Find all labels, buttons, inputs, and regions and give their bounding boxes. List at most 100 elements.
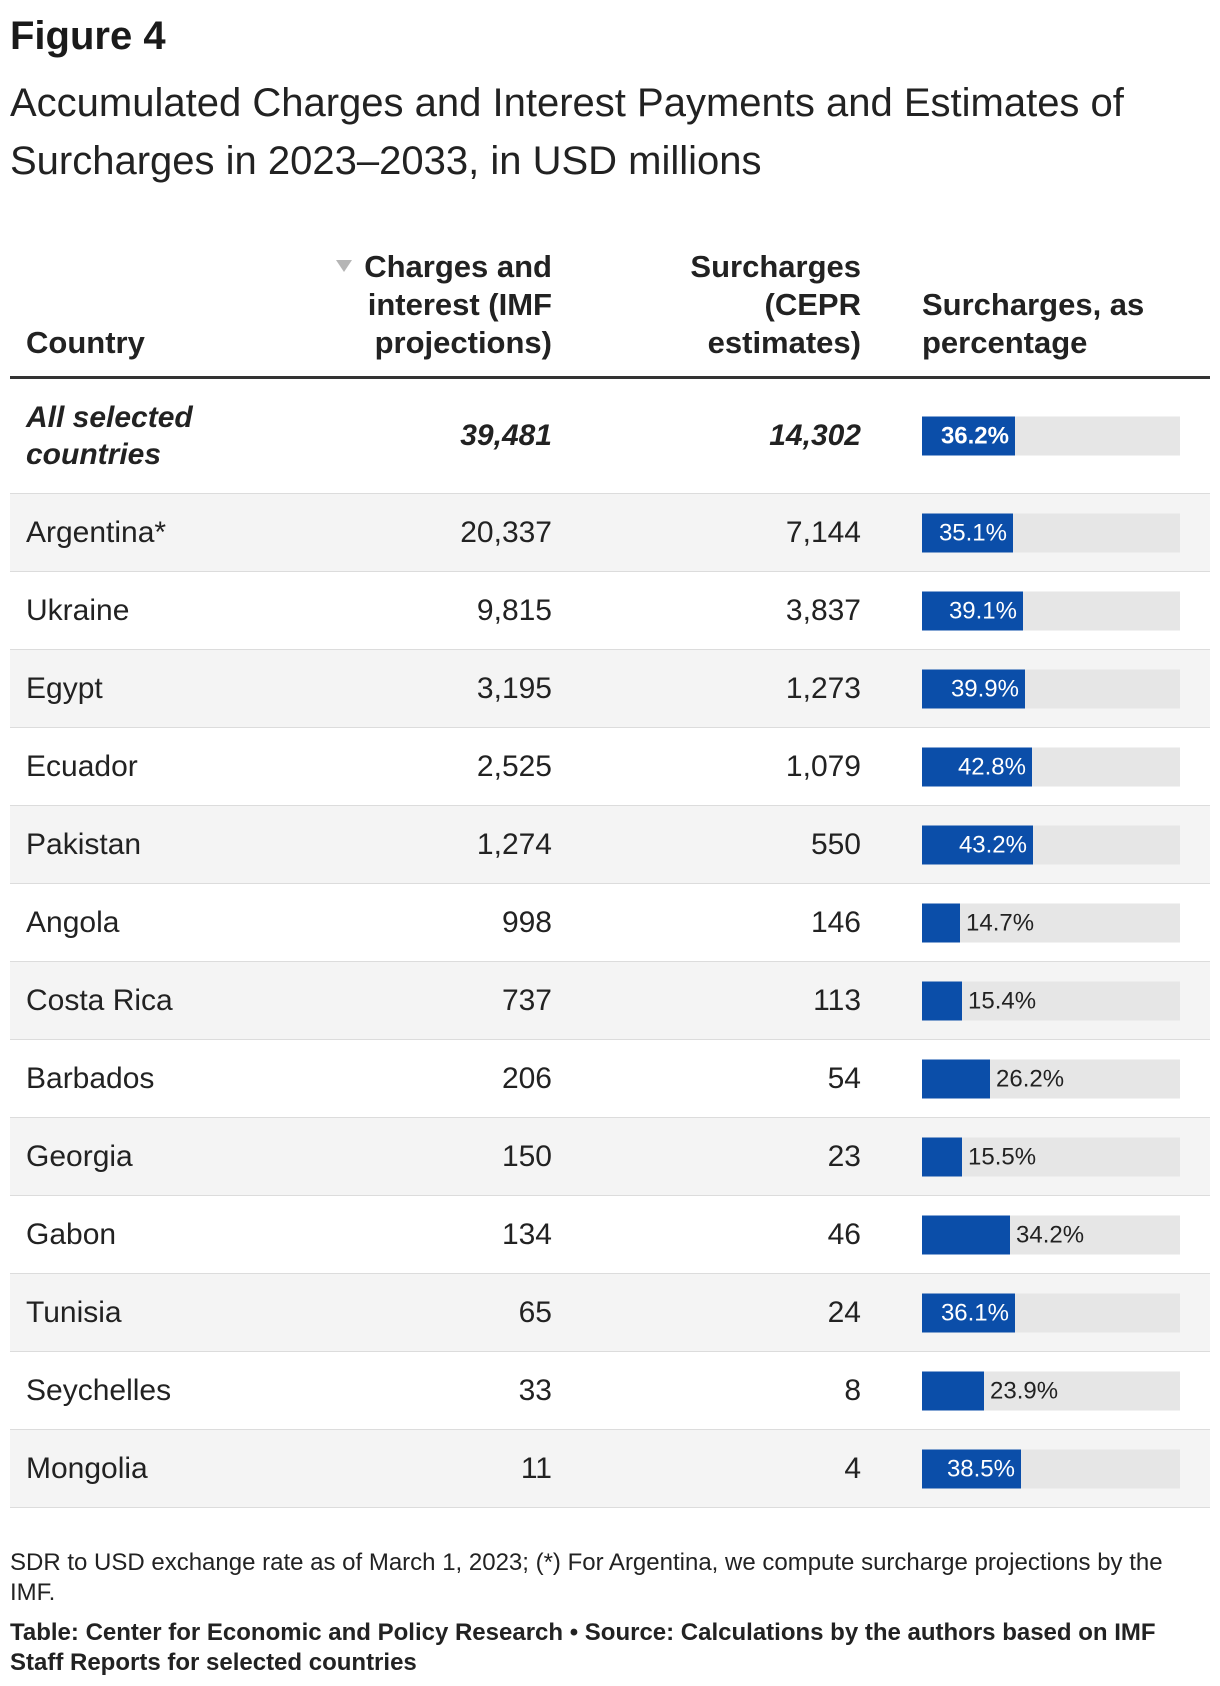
- country-cell: Pakistan: [26, 827, 142, 861]
- country-cell: Ukraine: [26, 593, 130, 627]
- table-row: Tunisia 65 24 36.1%: [10, 1274, 1210, 1352]
- chart-title: Accumulated Charges and Interest Payment…: [10, 81, 1124, 183]
- surcharges-cell: 113: [813, 983, 861, 1017]
- charges-cell: 9,815: [476, 593, 552, 627]
- column-header-surcharges[interactable]: Surcharges (CEPR estimates): [690, 249, 861, 360]
- percentage-bar: [922, 591, 1023, 630]
- table-row: Seychelles 33 8 23.9%: [10, 1352, 1210, 1430]
- percentage-label: 36.2%: [940, 422, 1009, 450]
- column-header-charges-label: Charges and interest (IMF projections): [364, 249, 552, 360]
- surcharges-cell: 4: [844, 1451, 861, 1485]
- percentage-bar: [922, 416, 1015, 456]
- percentage-label: 15.4%: [968, 987, 1037, 1014]
- percentage-label: 26.2%: [996, 1065, 1065, 1092]
- percentage-bar-track: 15.4%: [922, 981, 1180, 1020]
- percentage-bar: [922, 1059, 990, 1098]
- percentage-label: 34.2%: [1016, 1221, 1085, 1248]
- surcharges-cell: 8: [844, 1373, 861, 1407]
- surcharges-cell: 1,273: [785, 671, 861, 705]
- percentage-bar-track: 38.5%: [922, 1449, 1180, 1488]
- percentage-bar-track: 39.9%: [922, 669, 1180, 708]
- country-cell: Egypt: [26, 671, 103, 705]
- percentage-bar: [922, 981, 962, 1020]
- table-row: Barbados 206 54 26.2%: [10, 1040, 1210, 1118]
- percentage-bar-track: 26.2%: [922, 1059, 1180, 1098]
- percentage-bar-track: 36.2%: [922, 416, 1180, 456]
- surcharges-cell: 46: [827, 1217, 861, 1251]
- country-cell: Costa Rica: [26, 983, 173, 1017]
- column-header-percentage[interactable]: Surcharges, as percentage: [922, 287, 1145, 360]
- percentage-bar: [922, 1137, 962, 1176]
- percentage-bar: [922, 1449, 1021, 1488]
- column-header-country[interactable]: Country: [26, 325, 145, 360]
- charges-cell: 65: [518, 1295, 552, 1329]
- surcharges-cell: 23: [827, 1139, 861, 1173]
- percentage-bar: [922, 747, 1032, 786]
- percentage-bar: [922, 669, 1025, 708]
- percentage-label: 39.9%: [950, 675, 1019, 702]
- charges-cell: 1,274: [476, 827, 552, 861]
- table-row: Argentina* 20,337 7,144 35.1%: [10, 494, 1210, 572]
- table-header: Country Charges and interest (IMF projec…: [10, 244, 1210, 379]
- charges-cell: 33: [518, 1373, 552, 1407]
- charges-cell: 150: [501, 1139, 552, 1173]
- table-row: Georgia 150 23 15.5%: [10, 1118, 1210, 1196]
- table-row: Ukraine 9,815 3,837 39.1%: [10, 572, 1210, 650]
- surcharges-cell: 14,302: [769, 419, 861, 452]
- percentage-bar-track: 36.1%: [922, 1293, 1180, 1332]
- table-row: Gabon 134 46 34.2%: [10, 1196, 1210, 1274]
- percentage-bar: [922, 825, 1033, 864]
- country-cell: Tunisia: [26, 1295, 122, 1329]
- total-row: All selected countries 39,481 14,302 36.2%: [10, 379, 1210, 494]
- country-cell: All selected countries: [26, 401, 193, 471]
- data-table: Country Charges and interest (IMF projec…: [10, 244, 1210, 1508]
- percentage-label: 39.1%: [948, 597, 1017, 624]
- percentage-label: 38.5%: [946, 1455, 1015, 1482]
- country-cell: Georgia: [26, 1139, 133, 1173]
- charges-cell: 11: [520, 1451, 552, 1485]
- percentage-bar-track: 39.1%: [922, 591, 1180, 630]
- surcharges-cell: 1,079: [785, 749, 861, 783]
- table-row: Ecuador 2,525 1,079 42.8%: [10, 728, 1210, 806]
- table-row: Costa Rica 737 113 15.4%: [10, 962, 1210, 1040]
- country-cell: Gabon: [26, 1217, 117, 1251]
- percentage-bar: [922, 903, 960, 942]
- table-row: Pakistan 1,274 550 43.2%: [10, 806, 1210, 884]
- charges-cell: 134: [501, 1217, 552, 1251]
- surcharges-cell: 24: [827, 1295, 861, 1329]
- charges-cell: 2,525: [476, 749, 552, 783]
- percentage-bar-track: 43.2%: [922, 825, 1180, 864]
- table-row: Egypt 3,195 1,273 39.9%: [10, 650, 1210, 728]
- country-cell: Ecuador: [26, 749, 138, 783]
- percentage-bar-track: 15.5%: [922, 1137, 1180, 1176]
- country-cell: Angola: [26, 905, 120, 939]
- charges-cell: 3,195: [476, 671, 552, 705]
- surcharges-cell: 7,144: [785, 515, 861, 549]
- surcharges-cell: 54: [827, 1061, 861, 1095]
- surcharges-cell: 550: [810, 827, 861, 861]
- source-credit: Table: Center for Economic and Policy Re…: [10, 1619, 1156, 1676]
- percentage-bar: [922, 1293, 1015, 1332]
- percentage-bar-track: 34.2%: [922, 1215, 1180, 1254]
- footnote: SDR to USD exchange rate as of March 1, …: [10, 1549, 1163, 1606]
- table-row: Mongolia 11 4 38.5%: [10, 1430, 1210, 1508]
- percentage-bar: [922, 513, 1013, 552]
- charges-cell: 39,481: [460, 419, 552, 452]
- surcharges-cell: 3,837: [785, 593, 861, 627]
- percentage-label: 36.1%: [940, 1299, 1009, 1326]
- percentage-label: 35.1%: [938, 519, 1007, 546]
- sort-descending-icon[interactable]: [336, 260, 353, 272]
- column-header-charges[interactable]: Charges and interest (IMF projections): [252, 248, 552, 362]
- percentage-label: 43.2%: [958, 831, 1027, 858]
- percentage-bar-track: 23.9%: [922, 1371, 1180, 1410]
- charges-cell: 20,337: [460, 515, 552, 549]
- percentage-label: 23.9%: [990, 1377, 1059, 1404]
- country-cell: Mongolia: [26, 1451, 148, 1485]
- percentage-label: 42.8%: [957, 753, 1026, 780]
- charges-cell: 998: [501, 905, 552, 939]
- table-row: Angola 998 146 14.7%: [10, 884, 1210, 962]
- percentage-label: 15.5%: [968, 1143, 1037, 1170]
- country-cell: Argentina*: [26, 515, 167, 549]
- country-cell: Barbados: [26, 1061, 155, 1095]
- percentage-bar-track: 14.7%: [922, 903, 1180, 942]
